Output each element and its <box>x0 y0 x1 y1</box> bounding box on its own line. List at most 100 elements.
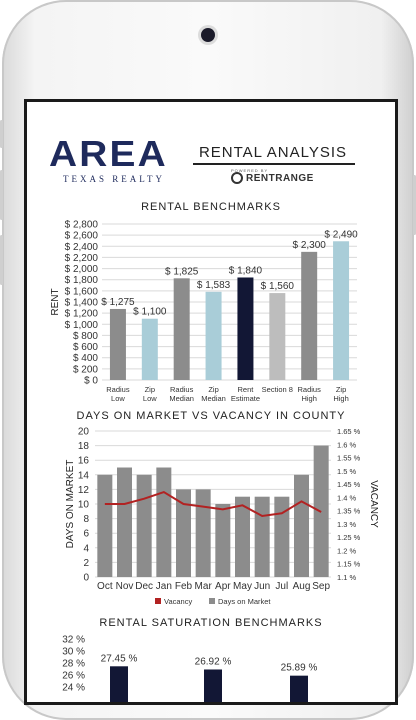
x-tick-label: Radius <box>170 385 194 394</box>
y2-tick-label: 1.1 % <box>337 573 357 582</box>
y-tick-label: $ 1,400 <box>65 298 99 309</box>
x-tick-label: High <box>301 394 316 403</box>
legend-label: Days on Market <box>218 597 271 606</box>
y2-tick-label: 1.2 % <box>337 546 357 555</box>
y-tick-label: 14 <box>78 470 90 481</box>
y2-tick-label: 1.6 % <box>337 440 357 449</box>
y-tick-label: 28 % <box>62 659 85 670</box>
rental-saturation-chart: RENTAL SATURATION BENCHMARKS 24 %26 %28 %… <box>62 617 322 702</box>
y-tick-label: 18 <box>78 441 90 452</box>
x-tick-label: Feb <box>175 581 193 592</box>
y-tick-label: $ 2,800 <box>65 220 99 231</box>
area-logo: AREA TEXAS REALTY <box>49 136 179 185</box>
x-tick-label: Jan <box>156 581 172 592</box>
bar <box>136 474 152 577</box>
y-axis-label: RENT <box>50 288 61 315</box>
chart-title: RENTAL SATURATION BENCHMARKS <box>99 617 322 629</box>
y-tick-label: $ 200 <box>73 364 98 375</box>
phone-screen: AREA TEXAS REALTY RENTAL ANALYSIS POWERE… <box>24 99 398 705</box>
x-tick-label: Zip <box>208 385 218 394</box>
bar <box>237 277 254 380</box>
y-tick-label: 8 <box>83 514 89 525</box>
x-tick-label: High <box>333 394 348 403</box>
value-label: $ 1,583 <box>197 280 231 291</box>
x-tick-label: Radius <box>298 385 322 394</box>
y-tick-label: $ 1,200 <box>65 309 99 320</box>
x-tick-label: May <box>233 581 252 592</box>
x-tick-label: Radius <box>106 385 130 394</box>
y-tick-label: $ 800 <box>73 331 98 342</box>
days-on-market-chart: DAYS ON MARKET VS VACANCY IN COUNTY 0 2 4 6 8… <box>65 410 379 606</box>
x-tick-label: Low <box>111 394 125 403</box>
bar <box>333 241 350 380</box>
value-label: $ 1,840 <box>229 265 263 276</box>
legend-swatch <box>155 598 161 604</box>
side-button <box>0 120 3 148</box>
y-tick-label: $ 1,800 <box>65 275 99 286</box>
x-tick-label: Median <box>169 394 194 403</box>
value-label: $ 1,560 <box>261 281 295 292</box>
value-label: $ 2,490 <box>324 229 358 240</box>
rentrange-text: RENTRANGE <box>246 172 314 184</box>
y-tick-label: 24 % <box>62 683 85 694</box>
x-tick-label: Jul <box>275 581 288 592</box>
bar <box>141 318 158 380</box>
y-tick-label: 12 <box>78 485 90 496</box>
y2-tick-label: 1.15 % <box>337 560 361 569</box>
bar <box>109 308 126 380</box>
y2-tick-label: 1.5 % <box>337 467 357 476</box>
value-label: $ 1,825 <box>165 266 199 277</box>
y-tick-label: $ 2,600 <box>65 231 99 242</box>
x-tick-label: Dec <box>135 581 153 592</box>
y-tick-label: 16 <box>78 456 90 467</box>
y2-tick-label: 1.65 % <box>337 427 361 436</box>
y-tick-label: 6 <box>83 529 89 540</box>
y2-tick-label: 1.35 % <box>337 507 361 516</box>
x-tick-label: Zip <box>336 385 346 394</box>
bar <box>173 278 190 380</box>
y2-tick-label: 1.45 % <box>337 480 361 489</box>
value-label: 26.92 % <box>195 656 232 667</box>
value-label: $ 2,300 <box>293 240 327 251</box>
rentrange-logo: RENTRANGE <box>231 172 314 184</box>
y-tick-label: 30 % <box>62 647 85 658</box>
y-tick-label: 10 <box>78 500 90 511</box>
bar <box>117 467 132 577</box>
x-tick-label: Median <box>201 394 226 403</box>
x-tick-label: Jun <box>254 581 270 592</box>
front-camera-icon <box>201 28 215 42</box>
x-tick-label: Zip <box>145 385 155 394</box>
value-label: $ 1,100 <box>133 307 167 318</box>
report-title: RENTAL ANALYSIS <box>198 144 348 161</box>
bar <box>205 291 222 380</box>
y-tick-label: $ 1,000 <box>65 320 99 331</box>
bar <box>301 251 318 380</box>
y-tick-label: 26 % <box>62 671 85 682</box>
y-tick-label: $ 1,600 <box>65 286 99 297</box>
bar <box>290 675 308 702</box>
x-tick-label: Nov <box>116 581 134 592</box>
powered-by-label: POWERED BY <box>231 168 269 173</box>
y-tick-label: 20 <box>78 427 90 438</box>
bar <box>215 504 231 577</box>
rental-benchmarks-chart: RENTAL BENCHMARKS $ 0$ 200$ 400$ 600$ 800… <box>50 201 358 403</box>
legend-label: Vacancy <box>164 597 192 606</box>
x-tick-label: Rent <box>238 385 255 394</box>
y2-tick-label: 1.55 % <box>337 454 361 463</box>
bar <box>294 474 309 577</box>
y-tick-label: 2 <box>83 558 89 569</box>
volume-down-button <box>0 235 3 285</box>
x-tick-label: Mar <box>195 581 213 592</box>
y-tick-label: $ 600 <box>73 342 98 353</box>
title-divider <box>193 163 355 165</box>
y-tick-label: $ 2,200 <box>65 253 99 264</box>
bar <box>204 669 222 702</box>
x-tick-label: Estimate <box>231 394 260 403</box>
y2-tick-label: 1.4 % <box>337 493 357 502</box>
power-button <box>413 175 416 235</box>
y-tick-label: $ 2,000 <box>65 264 99 275</box>
bar <box>254 496 270 577</box>
chart-title: RENTAL BENCHMARKS <box>141 201 281 213</box>
x-tick-label: Low <box>143 394 157 403</box>
bar <box>235 496 250 577</box>
